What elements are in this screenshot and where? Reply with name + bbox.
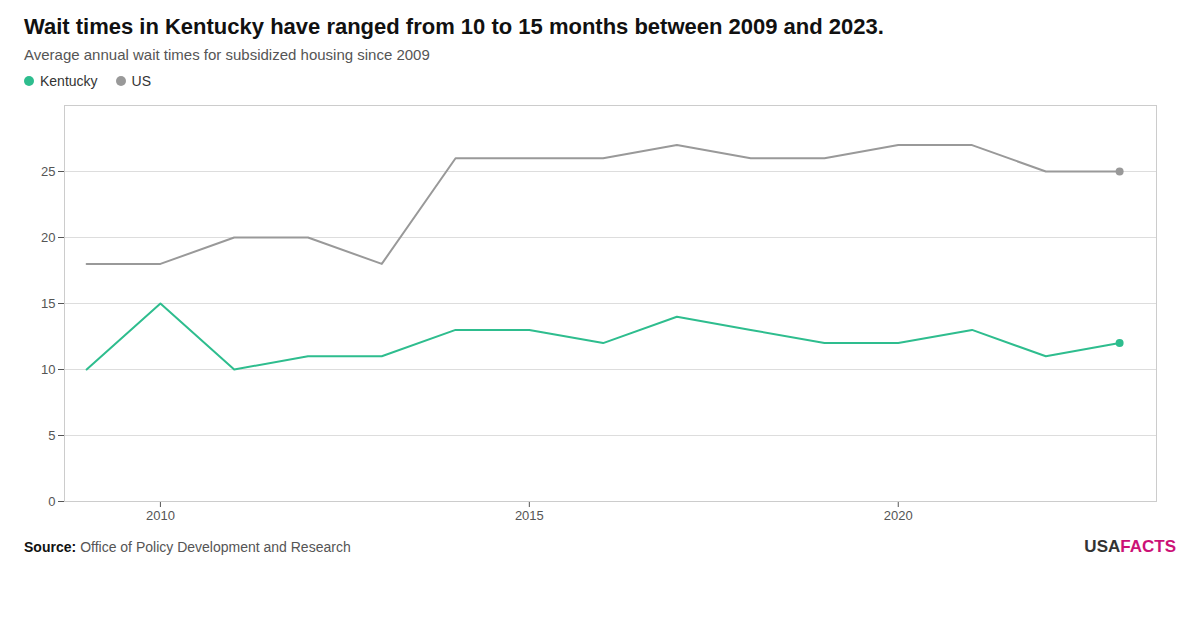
svg-text:20: 20: [41, 230, 55, 245]
svg-text:2010: 2010: [146, 508, 175, 523]
html-text:Average annual wait times for: Average annual wait times for subsidized…: [24, 46, 430, 63]
html-text:USA FACTS: USA FACTS: [1084, 537, 1176, 556]
html-text:US: US: [131, 73, 151, 89]
svg-text:2020: 2020: [884, 508, 913, 523]
svg-text:15: 15: [41, 296, 55, 311]
html-text:Source: Office of Policy Devel: Source: Office of Policy Development and…: [24, 539, 351, 555]
svg-text:5: 5: [48, 428, 55, 443]
svg-text:0: 0: [48, 494, 55, 509]
svg-text:10: 10: [41, 362, 55, 377]
svg-text:25: 25: [41, 164, 55, 179]
svg-text:2015: 2015: [515, 508, 544, 523]
html-text:Wait times in Kentucky have ra: Wait times in Kentucky have ranged from …: [24, 14, 884, 39]
html-text:Kentucky: Kentucky: [40, 73, 98, 89]
